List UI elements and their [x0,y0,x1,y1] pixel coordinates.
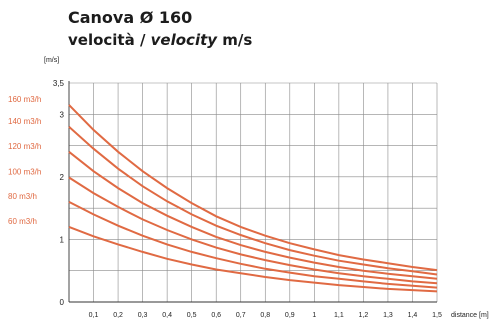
x-tick-label: 0,1 [89,312,99,319]
x-tick-label: 0,4 [162,312,172,319]
series-line [68,126,438,276]
series-line [68,151,438,280]
series-label: 80 m3/h [8,192,37,201]
subtitle-unit: m/s [217,31,253,49]
series-label: 120 m3/h [8,142,41,151]
x-tick-label: 0,2 [113,312,123,319]
series-line [68,176,438,285]
x-tick-label: 0,3 [138,312,148,319]
subtitle-italic: velocity [150,31,218,49]
x-tick-label: 1,1 [334,312,344,319]
y-tick-label: 3,5 [53,79,65,88]
series-line [68,104,438,272]
x-tick-label: 1,5 [432,312,442,319]
chart-subtitle: velocità / velocity m/s [68,33,252,48]
x-tick-label: 1,4 [408,312,418,319]
x-tick-label: 0,8 [260,312,270,319]
series-label: 160 m3/h [8,95,41,104]
subtitle-main: velocità / [68,31,151,49]
x-tick-label: 1,3 [383,312,393,319]
y-tick-label: 3 [60,110,65,119]
y-tick-label: 1 [60,235,65,244]
x-tick-label: 1,2 [359,312,369,319]
series-label: 100 m3/h [8,167,41,176]
series-line [68,225,438,293]
series-line [68,201,438,289]
y-tick-label: 2 [60,173,65,182]
chart-title: Canova Ø 160 [68,8,193,27]
x-tick-label: 0,5 [187,312,197,319]
x-tick-label: 0,9 [285,312,295,319]
series-label: 140 m3/h [8,117,41,126]
x-tick-label: 0,6 [211,312,221,319]
y-axis-label: [m/s] [44,57,59,64]
x-axis-label: distance [m] [451,312,489,319]
series-label: 60 m3/h [8,217,37,226]
y-tick-label: 0 [60,298,65,307]
x-tick-label: 0,7 [236,312,246,319]
x-tick-label: 1 [312,312,316,319]
